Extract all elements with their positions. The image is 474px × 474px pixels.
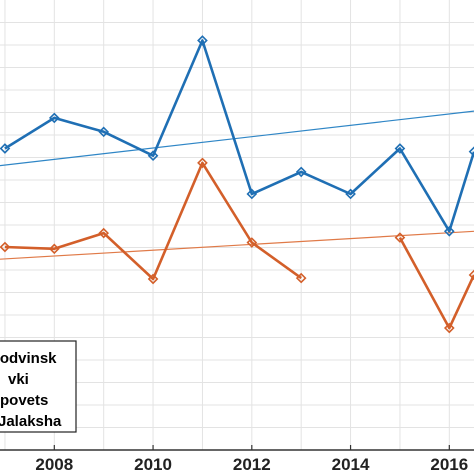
- data-point-marker: [394, 143, 406, 154]
- x-tick-label: 2008: [35, 455, 73, 474]
- trendline: [0, 110, 474, 167]
- data-point-marker: [246, 237, 258, 248]
- data-point-marker: [147, 273, 159, 285]
- legend-box: [0, 340, 77, 433]
- series-markers: [0, 35, 474, 334]
- data-point-marker: [98, 126, 110, 138]
- data-point-marker: [197, 157, 208, 169]
- data-point-marker: [147, 150, 159, 162]
- data-point-marker: [394, 232, 406, 243]
- data-point-marker: [0, 143, 11, 154]
- data-point-marker: [443, 225, 455, 237]
- data-point-marker: [0, 241, 11, 253]
- data-point-marker: [295, 166, 307, 178]
- data-point-marker: [468, 146, 474, 157]
- data-point-marker: [197, 35, 208, 46]
- data-point-marker: [246, 188, 258, 200]
- x-tick-label: 2016: [430, 455, 468, 474]
- data-point-marker: [468, 269, 474, 281]
- legend-label: povets: [0, 392, 48, 409]
- data-point-marker: [345, 188, 356, 200]
- x-tick-label: 2010: [134, 455, 172, 474]
- series-lines: [4, 39, 474, 330]
- data-point-marker: [48, 112, 60, 124]
- legend-label: vki: [8, 371, 29, 388]
- x-tick-label: 2014: [332, 455, 370, 474]
- data-point-marker: [443, 322, 455, 334]
- data-point-marker: [48, 243, 60, 255]
- legend: rodvinsk vki povets Jalaksha: [0, 340, 77, 433]
- legend-label: rodvinsk: [0, 350, 57, 367]
- series-line: [4, 39, 474, 233]
- legend-label: Jalaksha: [0, 413, 62, 430]
- data-point-marker: [295, 272, 307, 284]
- grid-lines: [0, 0, 474, 450]
- x-axis-ticks: 2008 2010 2012 2014 2016: [35, 445, 468, 474]
- trendline: [0, 230, 474, 260]
- trendlines: [0, 110, 474, 260]
- series-line: [4, 161, 474, 330]
- data-point-marker: [98, 227, 110, 239]
- x-tick-label: 2012: [233, 455, 271, 474]
